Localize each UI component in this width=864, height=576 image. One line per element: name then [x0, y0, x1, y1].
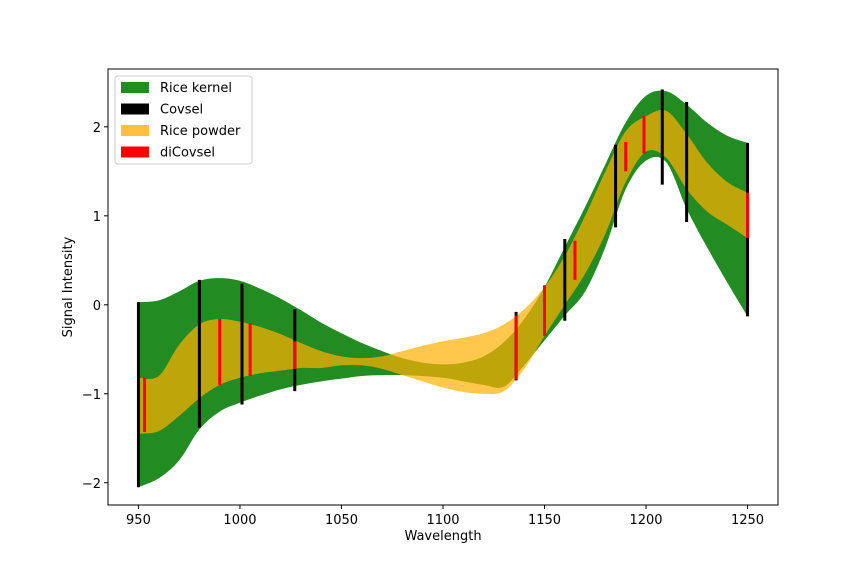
legend: Rice kernel Covsel Rice powder diCovsel — [114, 75, 253, 165]
x-tick-label: 1200 — [629, 513, 662, 528]
x-tick-label: 950 — [126, 513, 151, 528]
y-tick-label: −2 — [82, 477, 101, 492]
y-tick-label: 2 — [93, 121, 101, 136]
band-rice-kernel — [138, 90, 748, 488]
band-rice-powder — [138, 109, 748, 434]
x-tick-label: 1250 — [731, 513, 764, 528]
y-axis-label: Signal Intensity — [61, 236, 76, 337]
y-tick-label: −1 — [82, 388, 101, 403]
legend-box — [114, 75, 253, 165]
legend-label: diCovsel — [160, 146, 215, 161]
legend-swatch — [121, 82, 149, 93]
legend-label: Covsel — [160, 103, 203, 118]
y-tick-label: 1 — [93, 210, 101, 225]
legend-swatch — [121, 146, 149, 158]
legend-label: Rice kernel — [160, 81, 232, 96]
x-tick-label: 1000 — [223, 513, 256, 528]
y-tick-label: 0 — [93, 299, 101, 314]
plot-area — [138, 90, 748, 488]
x-tick-label: 1050 — [325, 513, 358, 528]
marker-lines — [136, 89, 750, 488]
legend-label: Rice powder — [160, 124, 241, 139]
legend-swatch — [121, 103, 149, 115]
x-tick-label: 1100 — [426, 513, 459, 528]
x-axis: 950 1000 1050 1100 1150 1200 1250 — [126, 505, 764, 528]
legend-swatch — [121, 125, 149, 136]
y-axis: −2 −1 0 1 2 — [82, 121, 108, 492]
x-axis-label: Wavelength — [404, 529, 481, 544]
x-tick-label: 1150 — [528, 513, 561, 528]
